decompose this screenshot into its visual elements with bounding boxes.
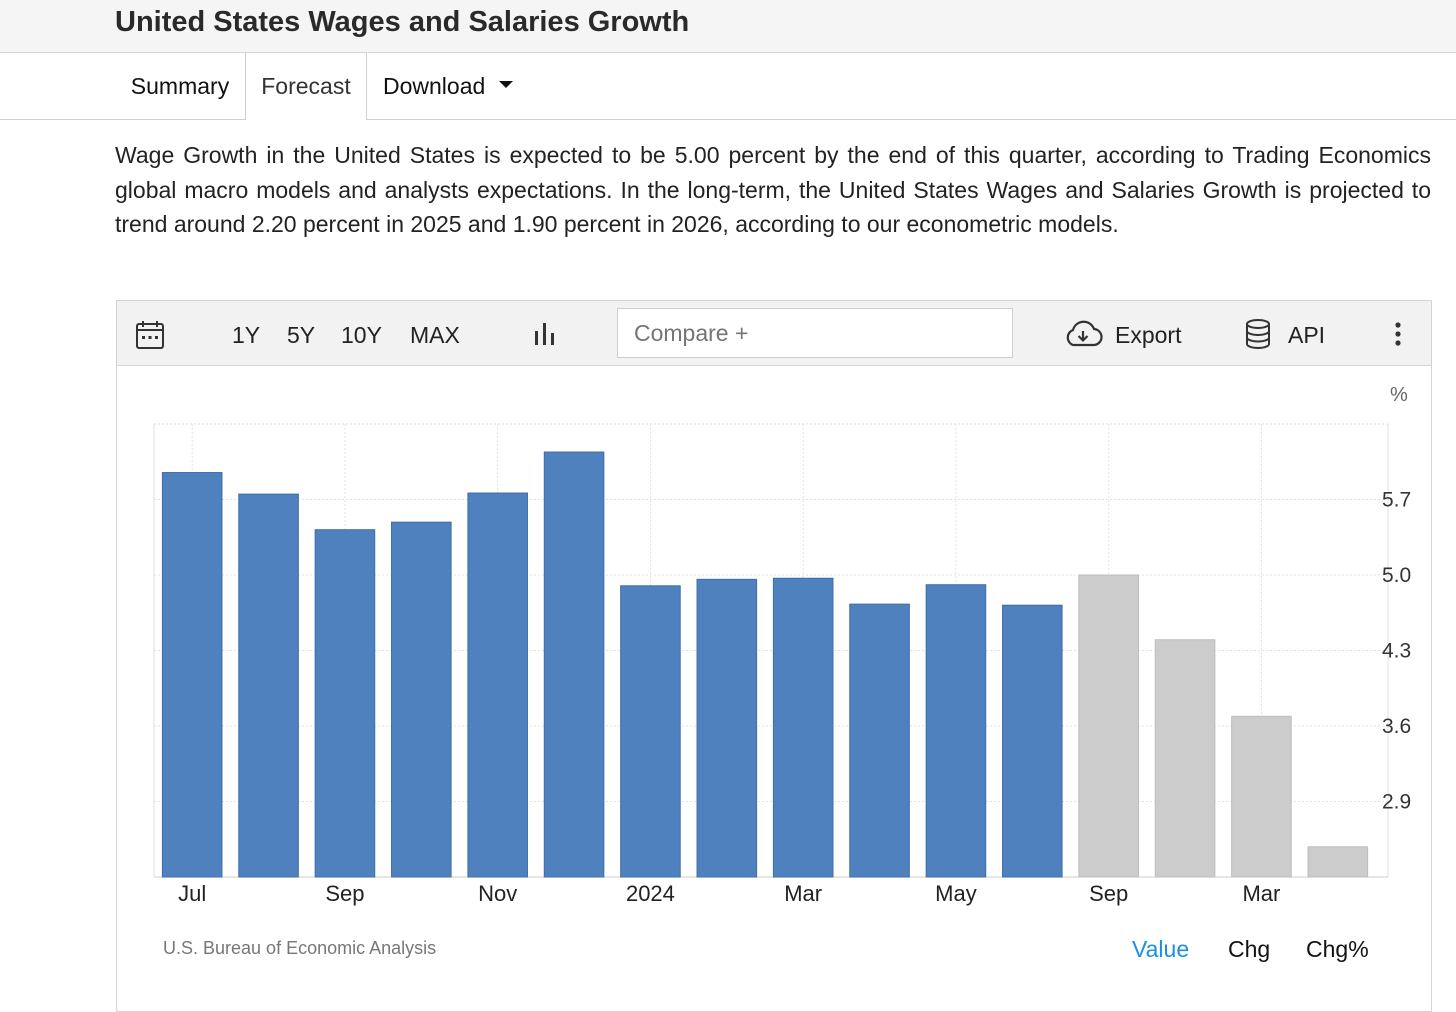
title-bar: United States Wages and Salaries Growth (0, 0, 1456, 53)
tab-summary[interactable]: Summary (130, 73, 230, 99)
database-icon[interactable] (1244, 318, 1272, 350)
chart-panel: 1Y 5Y 10Y MAX Export API (116, 300, 1432, 1012)
range-max-button[interactable]: MAX (410, 322, 460, 348)
more-vertical-icon[interactable] (1393, 321, 1403, 347)
caret-down-icon (499, 81, 514, 89)
export-button[interactable]: Export (1115, 322, 1182, 348)
chart-toolbar: 1Y 5Y 10Y MAX Export API (117, 301, 1431, 366)
forecast-description: Wage Growth in the United States is expe… (115, 142, 1431, 237)
tab-bar: Summary Forecast Download (0, 53, 1456, 120)
change-percent-mode-button[interactable]: Chg% (1306, 936, 1369, 962)
tab-forecast[interactable]: Forecast (245, 53, 367, 120)
range-10y-button[interactable]: 10Y (341, 322, 382, 348)
cloud-download-icon[interactable] (1063, 319, 1103, 349)
tab-download-label: Download (383, 73, 486, 99)
tab-download[interactable]: Download (383, 53, 523, 119)
value-mode-button[interactable]: Value (1132, 936, 1190, 962)
source-label: U.S. Bureau of Economic Analysis (163, 938, 437, 958)
page-title: United States Wages and Salaries Growth (115, 6, 690, 38)
range-1y-button[interactable]: 1Y (232, 322, 261, 348)
range-5y-button[interactable]: 5Y (287, 322, 316, 348)
api-button[interactable]: API (1288, 322, 1326, 348)
calendar-icon[interactable] (135, 319, 165, 351)
bar-chart-icon[interactable] (533, 321, 557, 347)
change-mode-button[interactable]: Chg (1228, 936, 1271, 962)
compare-input[interactable] (617, 308, 1013, 358)
